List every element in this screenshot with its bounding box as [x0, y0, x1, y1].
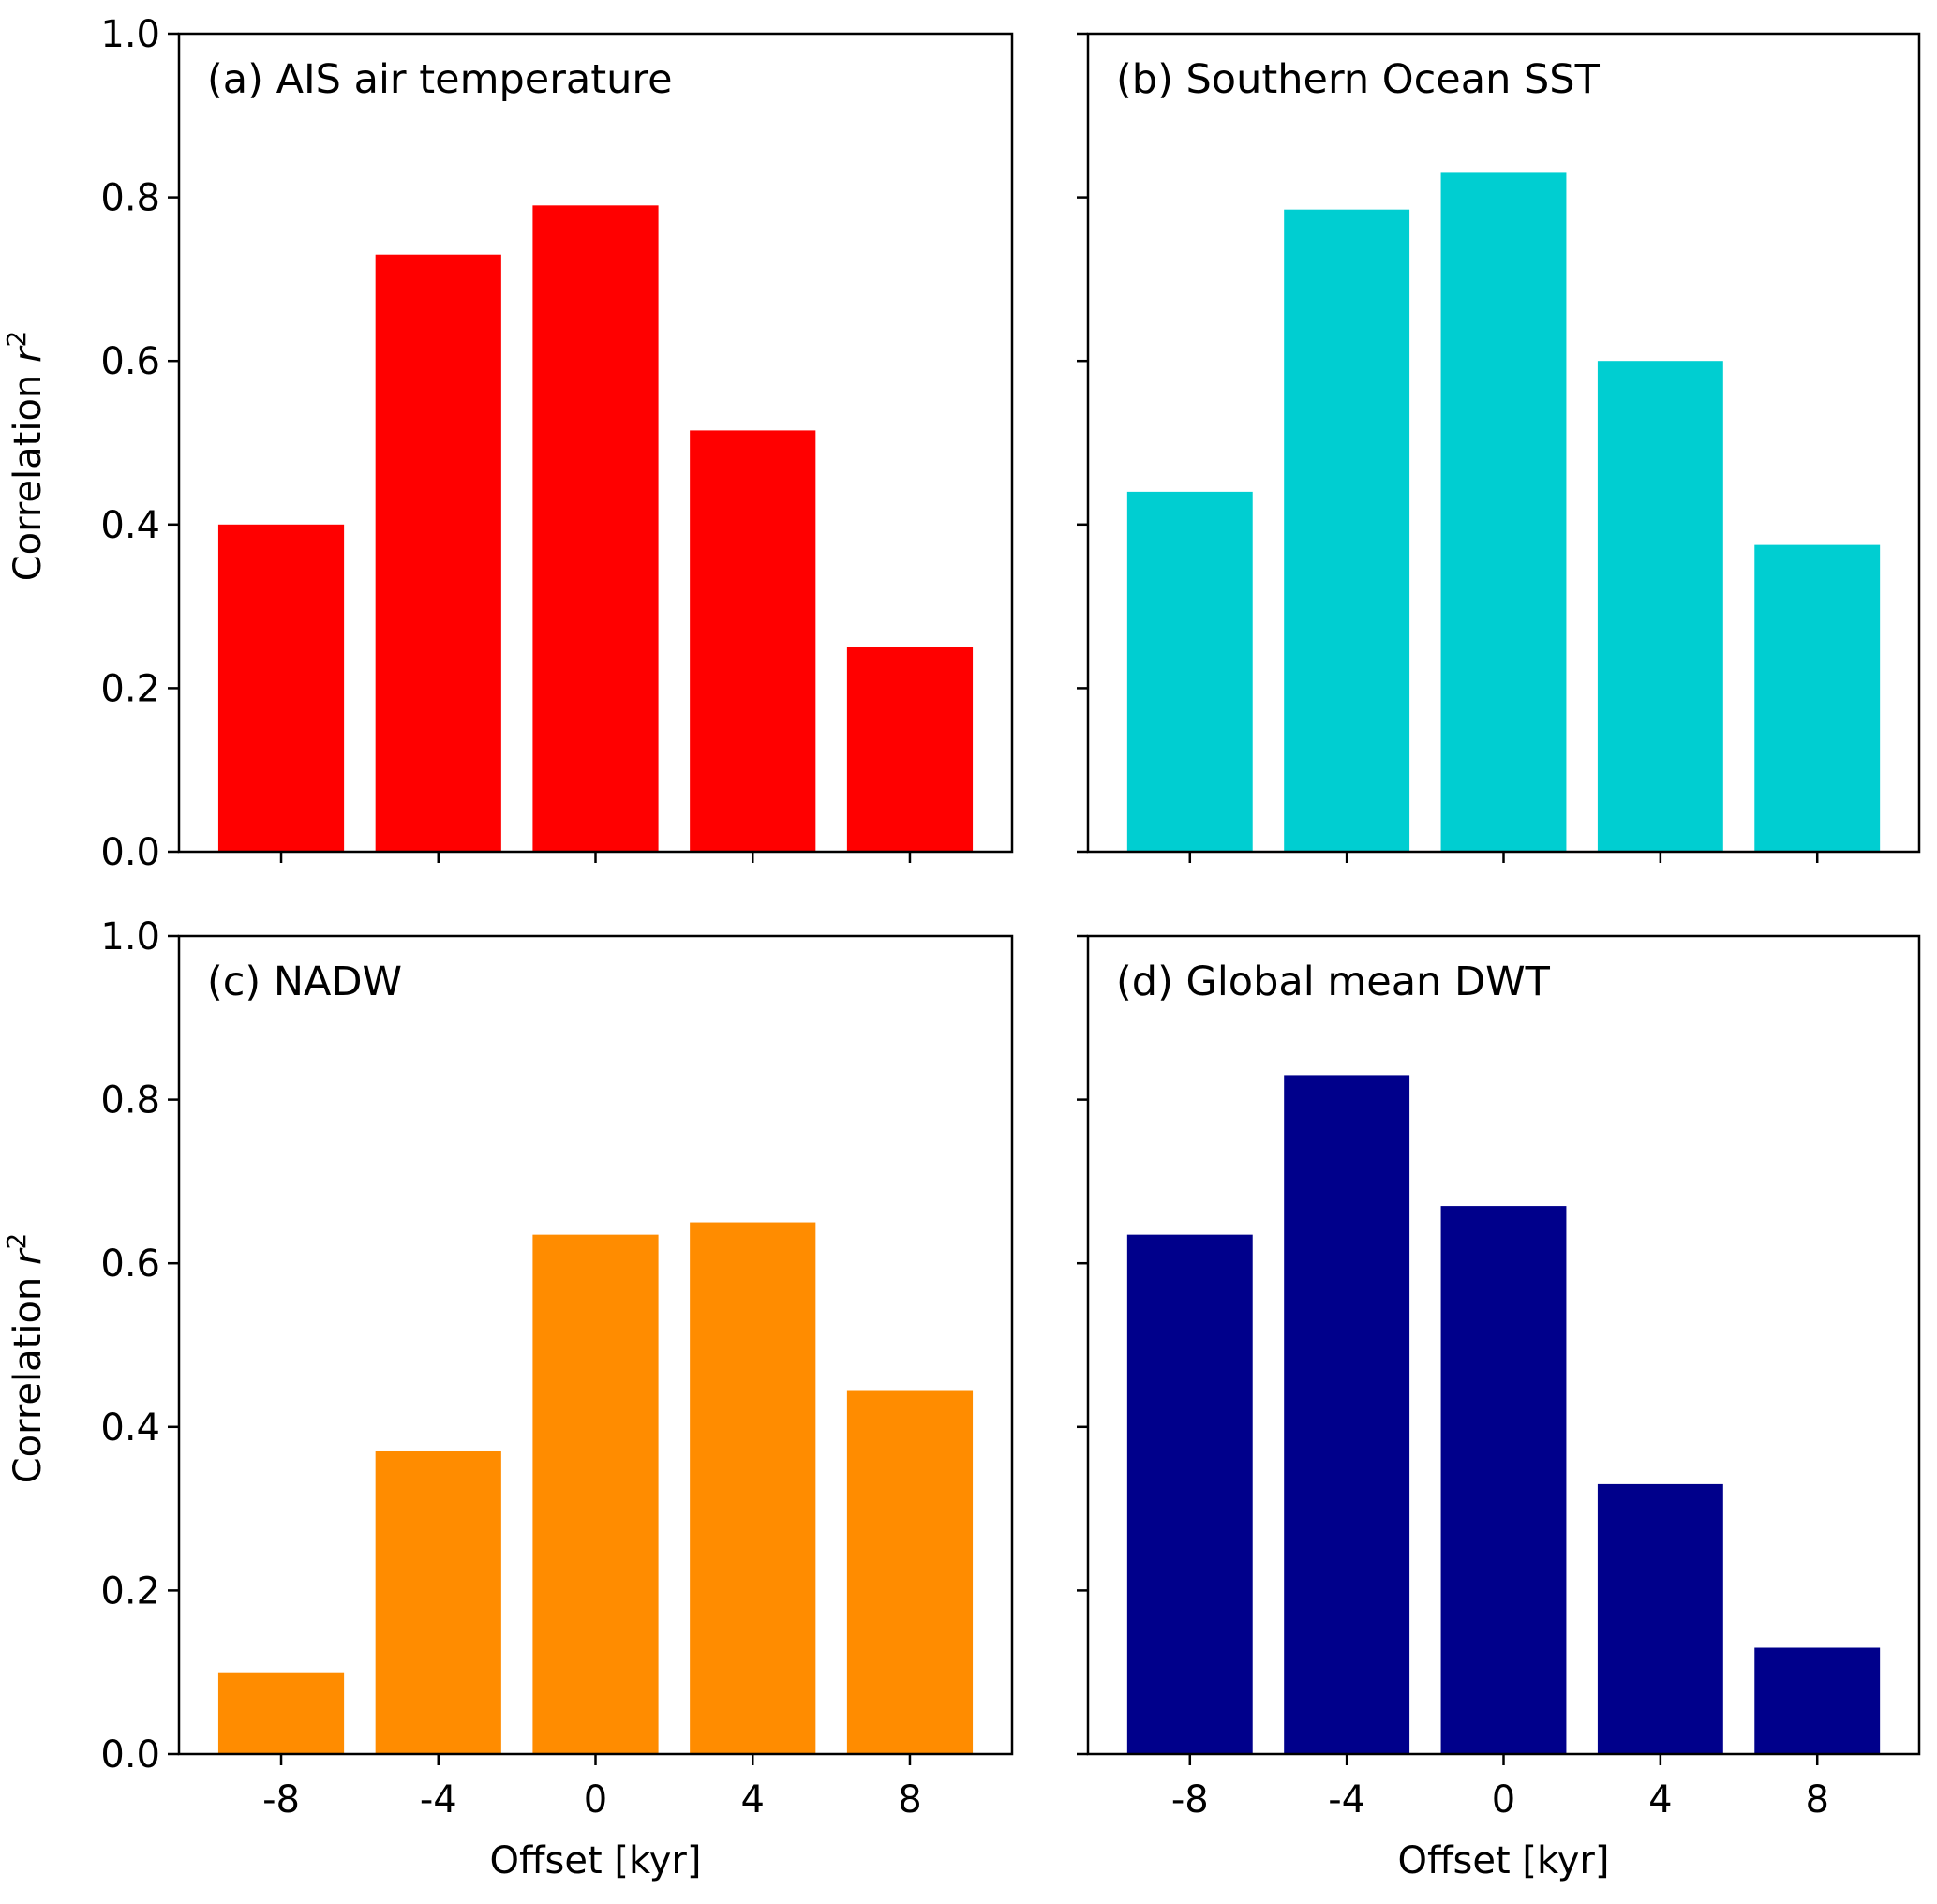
bar-4 — [1597, 361, 1723, 852]
panel-3: 0.0 0.2 0.4 0.6 0.8 1.0 -8 -4 0 4 8 (c) NADW Correla… — [1, 915, 1014, 1882]
bar-0 — [532, 205, 659, 852]
x-tick-label: -8 — [262, 1778, 300, 1822]
y-tick-label: 0.4 — [100, 504, 160, 547]
x-tick-label: 8 — [898, 1778, 921, 1822]
x-tick-label: 4 — [741, 1778, 765, 1822]
x-axis-label: Offset [kyr] — [490, 1839, 702, 1882]
bar--8 — [1126, 491, 1253, 852]
panel-title: (a) AIS air temperature — [207, 56, 673, 103]
bar-4 — [690, 430, 816, 852]
x-axis-label: Offset [kyr] — [1398, 1839, 1610, 1882]
bar-0 — [1440, 1206, 1567, 1754]
x-tick-label: 0 — [584, 1778, 607, 1822]
y-tick-label: 0.8 — [100, 177, 160, 220]
y-axis-label: Correlation r2 — [1, 1233, 50, 1484]
bar--4 — [375, 254, 501, 853]
bar--4 — [1284, 209, 1410, 852]
panel-title: (c) NADW — [207, 959, 402, 1005]
y-tick-label: 0.0 — [100, 1733, 160, 1777]
bar-4 — [1597, 1483, 1723, 1754]
x-tick-label: 4 — [1648, 1778, 1672, 1822]
y-tick-label: 0.2 — [100, 667, 160, 710]
x-tick-label: 8 — [1805, 1778, 1828, 1822]
y-tick-label: 1.0 — [100, 915, 160, 959]
bar-8 — [1754, 544, 1881, 852]
bar--4 — [1284, 1075, 1410, 1754]
panel-title: (d) Global mean DWT — [1116, 959, 1551, 1005]
bar-4 — [690, 1222, 816, 1754]
y-axis-label: Correlation r2 — [1, 331, 50, 582]
bar-0 — [1440, 172, 1567, 852]
y-tick-label: 0.6 — [100, 1242, 160, 1286]
y-tick-label: 1.0 — [100, 13, 160, 56]
y-tick-label: 0.8 — [100, 1079, 160, 1123]
bar--8 — [1126, 1234, 1253, 1754]
bar--8 — [217, 524, 345, 852]
y-tick-label: 0.2 — [100, 1569, 160, 1613]
bar-8 — [846, 1390, 974, 1754]
panel-4: -8 -4 0 4 8 (d) Global mean DWT Offset [kyr] — [1077, 934, 1921, 1882]
bar-8 — [1754, 1647, 1881, 1754]
y-tick-label: 0.0 — [100, 831, 160, 874]
x-tick-label: 0 — [1492, 1778, 1515, 1822]
bar--8 — [217, 1672, 345, 1754]
panel-2: (b) Southern Ocean SST — [1077, 32, 1921, 863]
x-tick-label: -8 — [1171, 1778, 1209, 1822]
bar--4 — [375, 1450, 501, 1754]
bar-0 — [532, 1234, 659, 1754]
y-tick-label: 0.6 — [100, 340, 160, 383]
x-tick-label: -4 — [1328, 1778, 1365, 1822]
y-tick-label: 0.4 — [100, 1406, 160, 1450]
panel-1: 0.0 0.2 0.4 0.6 0.8 1.0 (a) AIS air temperatur… — [1, 13, 1014, 874]
x-tick-label: -4 — [420, 1778, 457, 1822]
panel-title: (b) Southern Ocean SST — [1116, 56, 1601, 103]
bar-8 — [846, 647, 974, 852]
